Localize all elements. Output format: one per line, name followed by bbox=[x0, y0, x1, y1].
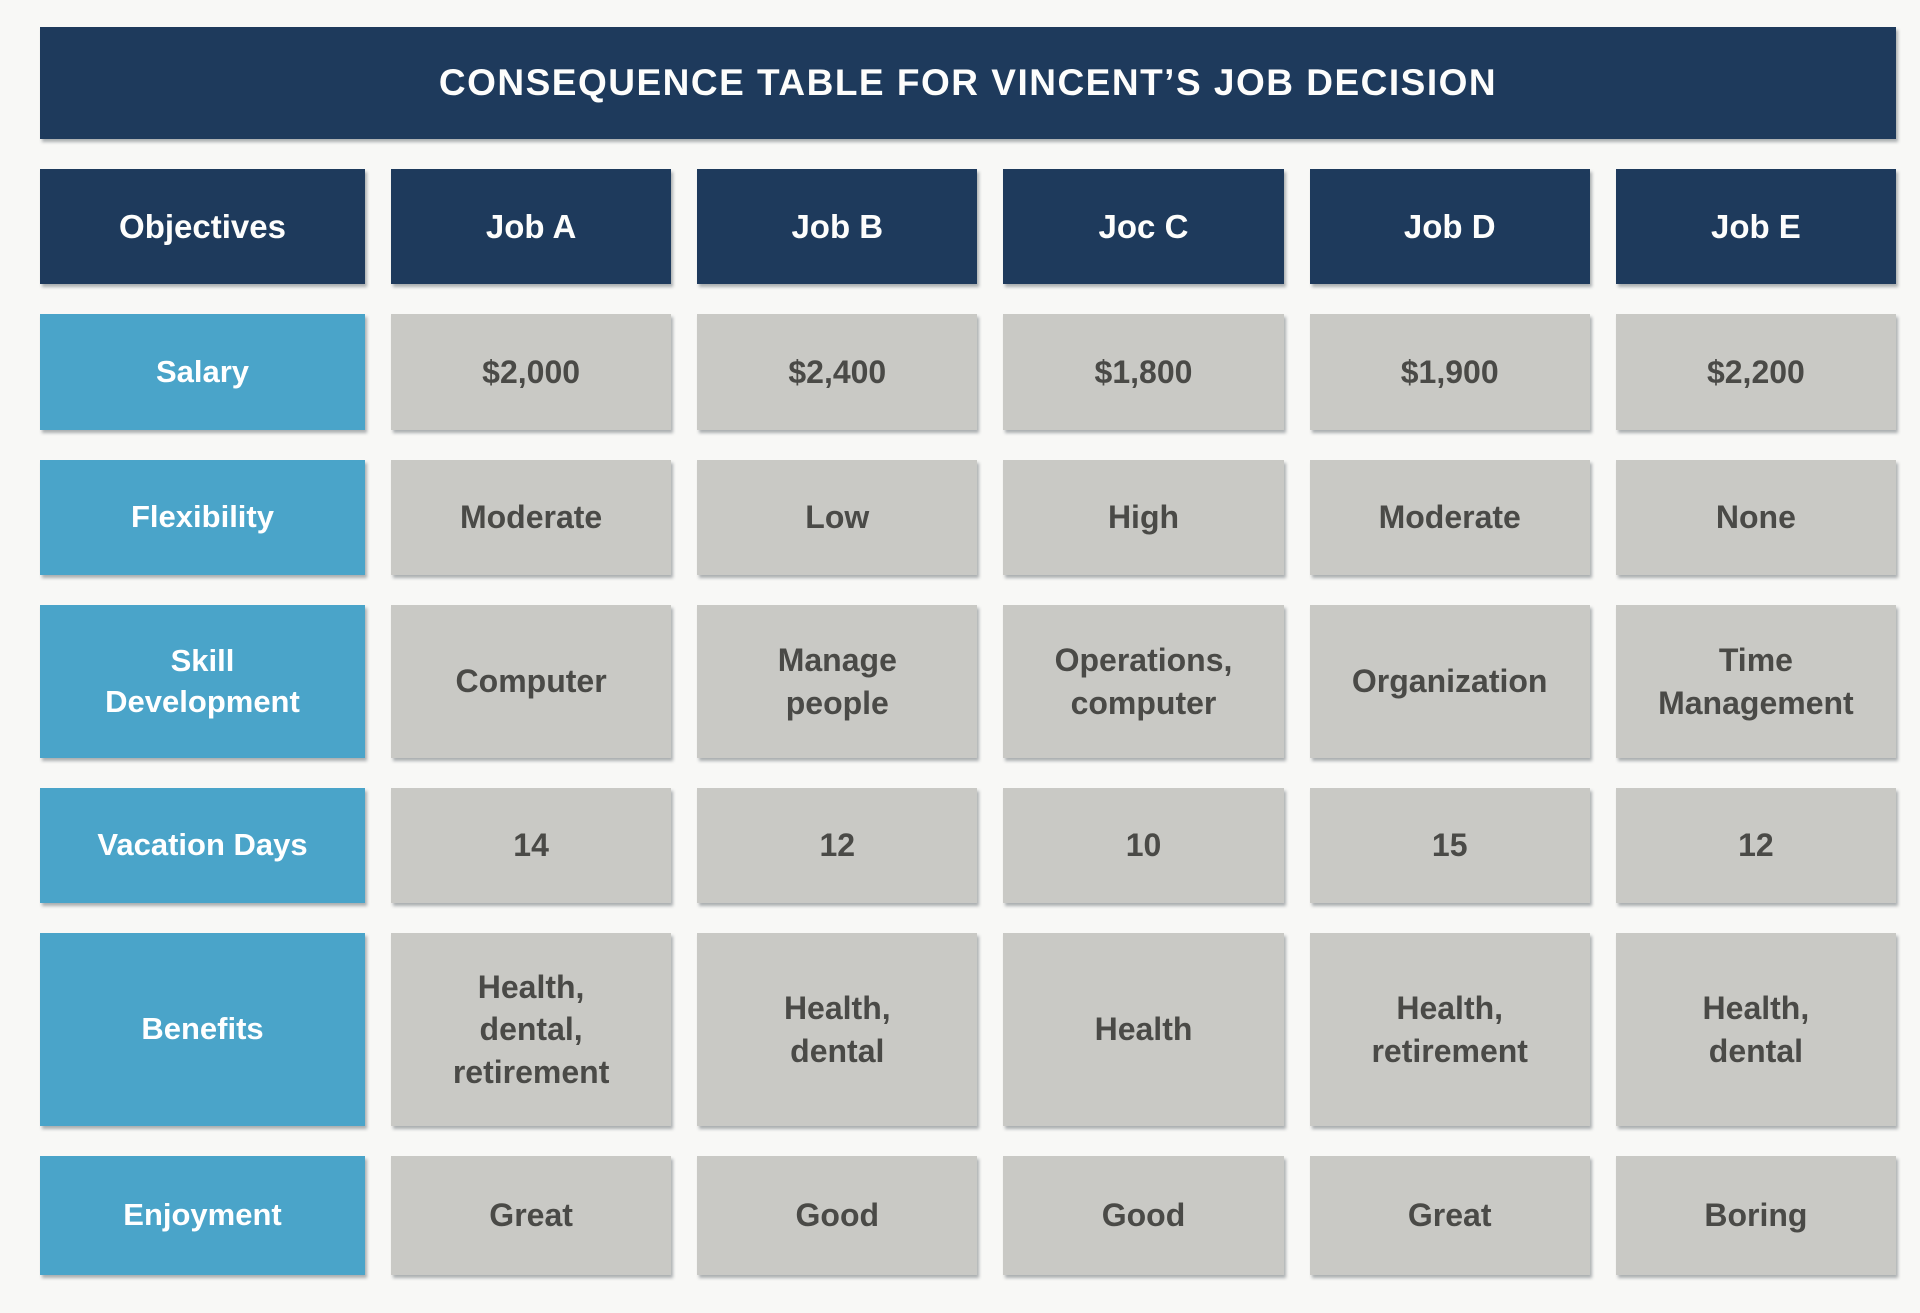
data-cell-skill-development-job-a: Computer bbox=[391, 605, 672, 758]
data-cell-salary-job-a: $2,000 bbox=[391, 314, 672, 430]
data-cell-salary-job-e: $2,200 bbox=[1615, 314, 1896, 430]
row-label-vacation-days: Vacation Days bbox=[40, 788, 365, 903]
data-cell-salary-job-b: $2,400 bbox=[697, 314, 978, 430]
row-label-flexibility: Flexibility bbox=[40, 460, 365, 575]
data-cell-benefits-job-d: Health, retirement bbox=[1309, 933, 1590, 1126]
header-cell-job-e: Job E bbox=[1615, 169, 1896, 284]
data-cell-flexibility-job-e: None bbox=[1615, 460, 1896, 575]
header-cell-job-a: Job A bbox=[391, 169, 672, 284]
data-cell-vacation-days-job-d: 15 bbox=[1309, 788, 1590, 903]
data-cell-benefits-job-e: Health, dental bbox=[1615, 933, 1896, 1126]
data-cell-skill-development-job-d: Organization bbox=[1309, 605, 1590, 758]
data-cell-salary-job-d: $1,900 bbox=[1309, 314, 1590, 430]
data-cell-vacation-days-joc-c: 10 bbox=[1003, 788, 1284, 903]
data-cell-enjoyment-joc-c: Good bbox=[1003, 1156, 1284, 1275]
table-title: CONSEQUENCE TABLE FOR VINCENT’S JOB DECI… bbox=[438, 62, 1498, 103]
table-title-bar: CONSEQUENCE TABLE FOR VINCENT’S JOB DECI… bbox=[40, 27, 1896, 139]
row-label-benefits: Benefits bbox=[40, 933, 365, 1126]
data-cell-enjoyment-job-b: Good bbox=[697, 1156, 978, 1275]
data-cell-vacation-days-job-b: 12 bbox=[697, 788, 978, 903]
header-cell-joc-c: Joc C bbox=[1003, 169, 1284, 284]
data-cell-benefits-job-a: Health, dental, retirement bbox=[391, 933, 672, 1126]
data-cell-flexibility-job-b: Low bbox=[697, 460, 978, 575]
header-cell-job-d: Job D bbox=[1309, 169, 1590, 284]
data-cell-flexibility-job-d: Moderate bbox=[1309, 460, 1590, 575]
data-cell-vacation-days-job-a: 14 bbox=[391, 788, 672, 903]
data-cell-enjoyment-job-d: Great bbox=[1309, 1156, 1590, 1275]
consequence-table: Objectives Job A Job B Joc C Job D Job E… bbox=[40, 169, 1896, 1275]
data-cell-skill-development-job-b: Manage people bbox=[697, 605, 978, 758]
row-label-salary: Salary bbox=[40, 314, 365, 430]
consequence-table-page: CONSEQUENCE TABLE FOR VINCENT’S JOB DECI… bbox=[40, 27, 1896, 1275]
data-cell-skill-development-job-e: Time Management bbox=[1615, 605, 1896, 758]
header-cell-job-b: Job B bbox=[697, 169, 978, 284]
data-cell-flexibility-job-a: Moderate bbox=[391, 460, 672, 575]
data-cell-flexibility-joc-c: High bbox=[1003, 460, 1284, 575]
data-cell-salary-joc-c: $1,800 bbox=[1003, 314, 1284, 430]
header-cell-objectives: Objectives bbox=[40, 169, 365, 284]
data-cell-benefits-job-b: Health, dental bbox=[697, 933, 978, 1126]
row-label-enjoyment: Enjoyment bbox=[40, 1156, 365, 1275]
data-cell-vacation-days-job-e: 12 bbox=[1615, 788, 1896, 903]
data-cell-enjoyment-job-a: Great bbox=[391, 1156, 672, 1275]
row-label-skill-development: Skill Development bbox=[40, 605, 365, 758]
data-cell-enjoyment-job-e: Boring bbox=[1615, 1156, 1896, 1275]
data-cell-skill-development-joc-c: Operations, computer bbox=[1003, 605, 1284, 758]
data-cell-benefits-joc-c: Health bbox=[1003, 933, 1284, 1126]
